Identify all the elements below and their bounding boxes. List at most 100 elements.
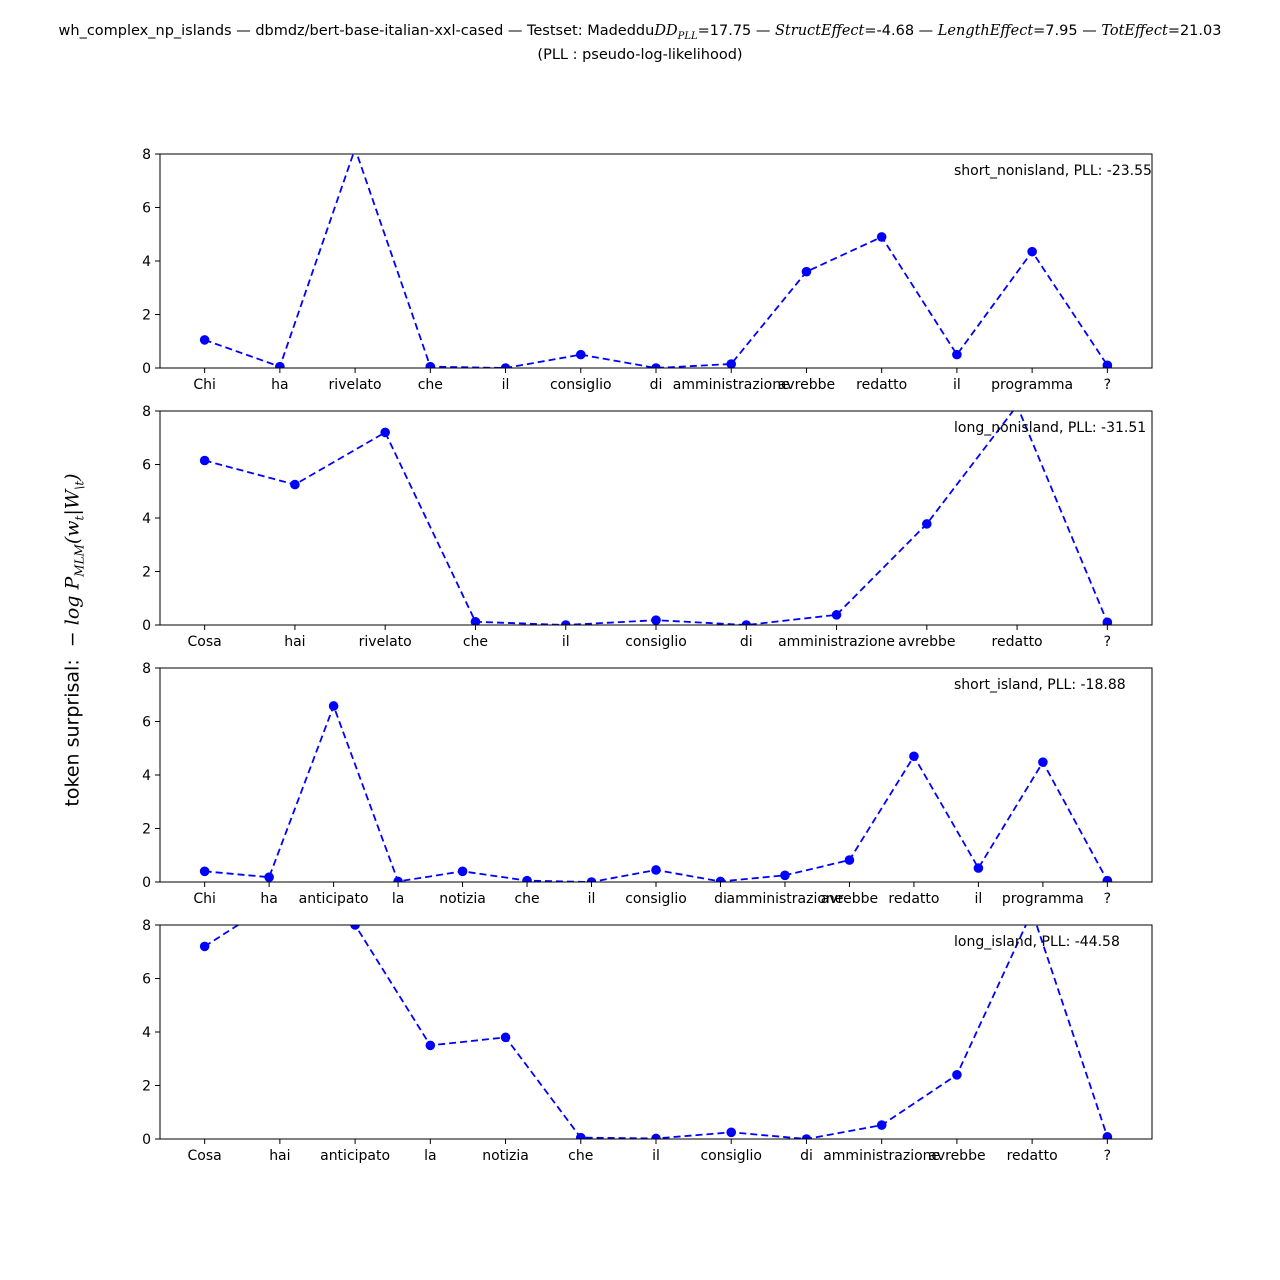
data-point: [726, 359, 737, 368]
subplot-2: 0 2 4 6 8 Cosa hai rivelato che il consiglio di ammi…: [142, 401, 1153, 650]
y-tick-label: 6: [142, 972, 151, 988]
title-prefix: wh_complex_np_islands — dbmdz/bert-base-…: [58, 23, 655, 39]
x-tick-label: il: [562, 634, 570, 650]
data-point: [844, 855, 855, 865]
data-point: [199, 335, 210, 345]
x-tick-label: avrebbe: [898, 634, 955, 650]
data-point: [586, 877, 597, 882]
x-tick-label: il: [953, 377, 961, 393]
plot-frame: [159, 153, 1153, 369]
x-tick-label: rivelato: [359, 634, 412, 650]
title-tot-label: TotEffect: [1101, 23, 1168, 39]
data-point: [973, 863, 984, 873]
data-point: [275, 361, 285, 368]
title-sep-1: —: [751, 23, 775, 39]
data-point: [500, 363, 511, 368]
data-point: [1102, 617, 1113, 625]
title-struct-value: =-4.68: [864, 23, 915, 39]
data-point: [393, 876, 403, 882]
title-struct-label: StructEffect: [775, 23, 865, 39]
y-tick-label: 0: [142, 875, 151, 891]
x-tick-label: la: [424, 1148, 436, 1164]
data-point: [350, 144, 360, 154]
data-point: [380, 427, 390, 438]
x-tick-label: hai: [284, 634, 305, 650]
data-point: [1027, 246, 1037, 257]
x-tick-label: amministrazione: [726, 891, 843, 907]
data-point: [199, 866, 210, 877]
x-tick-label: avrebbe: [778, 377, 835, 393]
x-tick-label: avrebbe: [928, 1148, 985, 1164]
x-tick-label: consiglio: [625, 891, 687, 907]
x-tick-label: Cosa: [188, 634, 222, 650]
data-point: [425, 1040, 436, 1051]
subplot-4: 0 2 4 6 8 Cosa hai anticipato la notizia che il cons…: [142, 918, 1153, 1164]
series-line: [204, 154, 1109, 368]
x-tick-label: Cosa: [188, 1148, 222, 1164]
x-tick-label: amministrazione: [823, 1148, 940, 1164]
title-sep-2: —: [914, 23, 938, 39]
series-line: [204, 411, 1109, 625]
x-tick-label: di: [740, 634, 753, 650]
data-point: [560, 620, 571, 625]
data-point: [1038, 757, 1048, 767]
x-tick-label: notizia: [439, 891, 486, 907]
x-tick-label: amministrazione: [673, 377, 790, 393]
x-tick-label: redatto: [992, 634, 1043, 650]
x-tick-label: consiglio: [625, 634, 687, 650]
data-point: [801, 1134, 812, 1139]
plot-frame: [159, 667, 1153, 883]
x-tick-label: redatto: [1007, 1148, 1058, 1164]
title-sep-3: —: [1077, 23, 1102, 39]
data-point: [500, 1032, 511, 1043]
data-point: [651, 363, 661, 368]
x-tick-label: che: [418, 377, 443, 393]
y-tick-label: 0: [142, 618, 151, 634]
x-tick-label: di: [800, 1148, 813, 1164]
title-length-label: LengthEffect: [937, 23, 1034, 39]
data-point: [1012, 401, 1022, 411]
data-point: [425, 361, 436, 368]
subplot-label: long_island, PLL: -44.58: [954, 934, 1120, 950]
y-tick-label: 4: [142, 768, 151, 784]
y-tick-label: 4: [142, 511, 151, 527]
subplot-label: short_nonisland, PLL: -23.55: [954, 163, 1152, 179]
data-point: [909, 751, 919, 762]
x-tick-label: di: [714, 891, 727, 907]
subplot-1: 0 2 4 6 8 Chi ha rivelato che il consiglio di ammini…: [142, 144, 1153, 393]
data-point: [952, 349, 962, 360]
title-dd-label: DD: [654, 23, 678, 39]
x-tick-label: consiglio: [700, 1148, 762, 1164]
x-tick-label: notizia: [482, 1148, 529, 1164]
x-tick-label: che: [514, 891, 539, 907]
data-point: [876, 1120, 887, 1130]
x-tick-label: hai: [269, 1148, 290, 1164]
data-point: [876, 232, 887, 242]
data-point: [575, 1132, 586, 1139]
x-tick-label: redatto: [888, 891, 939, 907]
x-tick-label: programma: [1002, 891, 1084, 907]
x-tick-label: avrebbe: [821, 891, 878, 907]
y-tick-label: 6: [142, 201, 151, 217]
data-point: [952, 1070, 962, 1080]
y-tick-label: 8: [142, 918, 151, 934]
x-tick-label: redatto: [856, 377, 907, 393]
x-tick-label: amministrazione: [778, 634, 895, 650]
data-point: [575, 349, 586, 360]
data-point: [922, 519, 932, 529]
data-point: [199, 455, 210, 466]
title-line-2: (PLL : pseudo-log-likelihood): [537, 46, 743, 63]
data-point: [199, 941, 210, 952]
data-point: [1102, 360, 1113, 368]
y-tick-label: 8: [142, 147, 151, 163]
title-length-value: =7.95: [1033, 23, 1078, 39]
subplot-3: 0 2 4 6 8 Chi ha anticipato la notizia che il consig…: [142, 661, 1153, 907]
x-tick-label: anticipato: [299, 891, 369, 907]
y-tick-label: 4: [142, 1025, 151, 1041]
y-tick-label: 4: [142, 254, 151, 270]
subplot-label: short_island, PLL: -18.88: [954, 677, 1126, 693]
data-point: [741, 620, 752, 625]
y-tick-label: 8: [142, 661, 151, 677]
data-point: [831, 610, 842, 620]
